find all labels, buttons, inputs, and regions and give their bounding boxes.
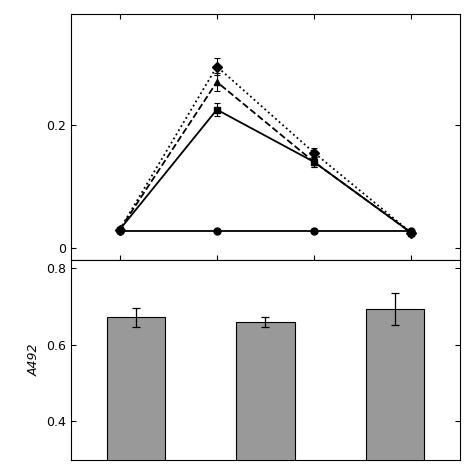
Bar	[107, 317, 165, 474]
Legend: CTB, CTB-Ins-GFP, CTB-GFP, Blank: CTB, CTB-Ins-GFP, CTB-GFP, Blank	[157, 380, 374, 411]
Bar	[366, 309, 424, 474]
X-axis label: (ng/mL): (ng/mL)	[241, 283, 290, 295]
Y-axis label: A492: A492	[27, 344, 41, 376]
Text: ( a ): ( a )	[249, 438, 282, 452]
Bar	[236, 322, 294, 474]
